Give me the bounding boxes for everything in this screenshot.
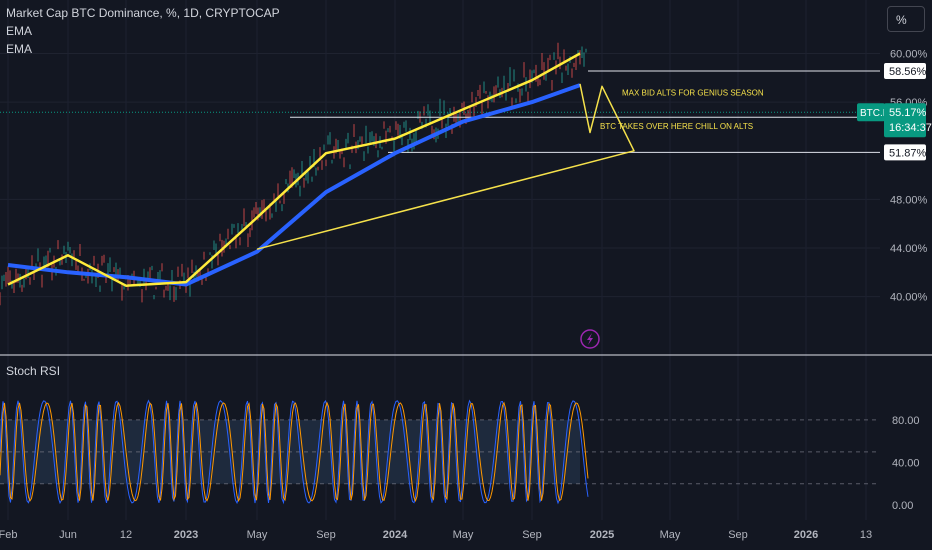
rsi-tick-label: 0.00 — [892, 500, 913, 512]
countdown-label: 16:34:37 — [889, 122, 932, 134]
time-tick-label: Jun — [59, 529, 77, 541]
stoch-rsi-legend[interactable]: Stoch RSI — [6, 364, 61, 378]
ema-slow-line — [7, 83, 581, 287]
time-tick-label: 2025 — [590, 529, 614, 541]
price-badge — [884, 103, 926, 138]
stoch-k-line — [0, 399, 589, 505]
time-tick-label: May — [247, 529, 268, 541]
lightning-circle — [580, 329, 600, 349]
ema-legend-2[interactable]: EMA — [6, 42, 33, 56]
time-tick-label: Sep — [728, 529, 748, 541]
price-axis[interactable]: 60.00%56.00%48.00%44.00%40.00%58.56%54.7… — [857, 48, 932, 304]
price-tick-label: 40.00% — [890, 292, 928, 304]
price-tick-label: 60.00% — [890, 48, 928, 60]
time-tick-label: May — [453, 529, 474, 541]
rsi-axis[interactable]: 80.00 40.00 0.00 — [892, 415, 920, 512]
time-tick-label: 12 — [120, 529, 132, 541]
lightning-glyph — [587, 333, 593, 345]
ema-legend-1[interactable]: EMA — [6, 24, 33, 38]
percent-scale-button[interactable]: % — [887, 6, 925, 32]
chart-title[interactable]: Market Cap BTC Dominance, %, 1D, CRYPTOC… — [6, 6, 280, 20]
time-tick-label: 13 — [860, 529, 872, 541]
time-tick-label: 2024 — [383, 529, 408, 541]
time-tick-label: 2023 — [174, 529, 198, 541]
price-badge-label: 55.17% — [889, 107, 927, 119]
time-axis[interactable]: Feb Jun 12 2023 May Sep 2024 May Sep 2025 May Sep 20… — [0, 529, 872, 541]
symbol-label: BTC.D — [860, 108, 890, 119]
level-badge — [884, 63, 926, 79]
rsi-tick-label: 80.00 — [892, 415, 920, 427]
ema-series — [7, 52, 635, 287]
time-tick-label: 2026 — [794, 529, 818, 541]
stoch-d-line — [0, 401, 589, 503]
time-tick-label: Feb — [0, 529, 17, 541]
time-tick-label: Sep — [522, 529, 542, 541]
level-badge-label: 58.56% — [889, 66, 927, 78]
time-tick-label: May — [660, 529, 681, 541]
annotation-btc-takes-over: BTC TAKES OVER HERE CHILL ON ALTS — [600, 122, 753, 131]
price-tick-label: 44.00% — [890, 243, 928, 255]
stoch-rsi-series — [0, 399, 589, 505]
time-tick-label: Sep — [316, 529, 336, 541]
lightning-icon[interactable] — [580, 329, 600, 349]
projection-line — [256, 83, 635, 250]
annotations: MAX BID ALTS FOR GENIUS SEASON BTC TAKES … — [600, 88, 764, 130]
level-badge — [884, 144, 926, 161]
level-badge-label: 51.87% — [889, 147, 927, 159]
symbol-badge — [857, 103, 885, 122]
price-tick-label: 48.00% — [890, 194, 928, 206]
level-lines — [0, 70, 880, 153]
ema-fast-line — [7, 52, 581, 287]
rsi-tick-label: 40.00 — [892, 457, 920, 469]
annotation-max-bid: MAX BID ALTS FOR GENIUS SEASON — [622, 88, 764, 97]
